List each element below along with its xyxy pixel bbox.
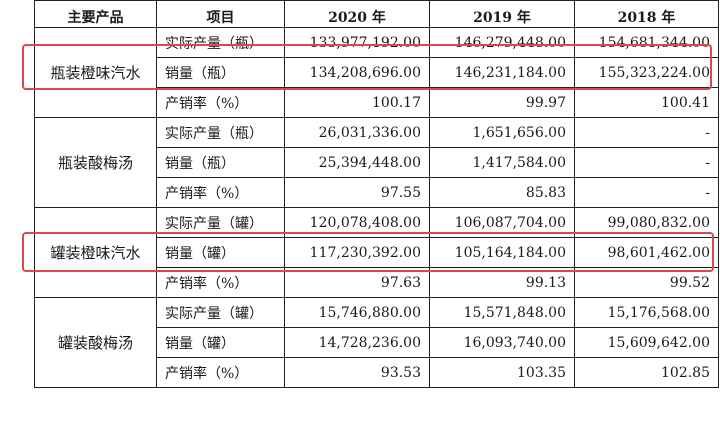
value-2018: 15,176,568.00 xyxy=(574,297,719,328)
item-cell: 销量（罐） xyxy=(156,327,285,358)
value-2020: 26,031,336.00 xyxy=(284,117,430,148)
value-2018: 99.52 xyxy=(574,267,719,298)
item-cell: 产销率（%） xyxy=(156,357,285,388)
value-2019: 1,651,656.00 xyxy=(429,117,575,148)
table-row: 罐装酸梅汤 实际产量（罐） 15,746,880.00 15,571,848.0… xyxy=(34,297,719,388)
table-row: 产销率（%） 100.17 99.97 100.41 xyxy=(35,87,719,118)
value-2020: 117,230,392.00 xyxy=(284,237,430,268)
item-cell: 销量（瓶） xyxy=(156,57,285,88)
table-row: 瓶装橙味汽水 实际产量（瓶） 133,977,192.00 146,279,44… xyxy=(34,27,719,118)
table-row: 罐装橙味汽水 实际产量（罐） 120,078,408.00 106,087,70… xyxy=(34,207,719,298)
item-cell: 产销率（%） xyxy=(156,87,285,118)
header-item: 项目 xyxy=(156,0,285,28)
table-row: 销量（罐） 117,230,392.00 105,164,184.00 98,6… xyxy=(35,237,719,268)
value-2020: 100.17 xyxy=(284,87,430,118)
value-2018: - xyxy=(574,147,719,178)
value-2019: 1,417,584.00 xyxy=(429,147,575,178)
value-2019: 99.13 xyxy=(429,267,575,298)
header-row: 主要产品 项目 2020 年 2019 年 2018 年 xyxy=(34,0,719,28)
value-2020: 25,394,448.00 xyxy=(284,147,430,178)
item-cell: 销量（瓶） xyxy=(156,147,285,178)
item-cell: 销量（罐） xyxy=(156,237,285,268)
value-2019: 16,093,740.00 xyxy=(429,327,575,358)
header-2019: 2019 年 xyxy=(429,0,575,28)
item-cell: 产销率（%） xyxy=(156,267,285,298)
value-2018: 99,080,832.00 xyxy=(574,207,719,238)
value-2019: 146,279,448.00 xyxy=(429,27,575,58)
value-2020: 134,208,696.00 xyxy=(284,57,430,88)
item-cell: 产销率（%） xyxy=(156,177,285,208)
table-row: 瓶装酸梅汤 实际产量（瓶） 26,031,336.00 1,651,656.00… xyxy=(34,117,719,208)
header-2018: 2018 年 xyxy=(574,0,719,28)
item-cell: 实际产量（瓶） xyxy=(156,27,285,58)
table-row: 销量（瓶） 134,208,696.00 146,231,184.00 155,… xyxy=(35,57,719,88)
header-product: 主要产品 xyxy=(34,0,157,28)
item-cell: 实际产量（瓶） xyxy=(156,117,285,148)
value-2019: 106,087,704.00 xyxy=(429,207,575,238)
value-2019: 99.97 xyxy=(429,87,575,118)
value-2018: 15,609,642.00 xyxy=(574,327,719,358)
value-2020: 133,977,192.00 xyxy=(284,27,430,58)
value-2020: 97.63 xyxy=(284,267,430,298)
table-row: 销量（瓶） 25,394,448.00 1,417,584.00 - xyxy=(35,147,719,178)
value-2018: - xyxy=(574,117,719,148)
value-2020: 15,746,880.00 xyxy=(284,297,430,328)
item-cell: 实际产量（罐） xyxy=(156,297,285,328)
value-2020: 14,728,236.00 xyxy=(284,327,430,358)
product-cell: 罐装橙味汽水 xyxy=(34,207,157,298)
value-2018: 102.85 xyxy=(574,357,719,388)
header-2020: 2020 年 xyxy=(284,0,430,28)
value-2018: 98,601,462.00 xyxy=(574,237,719,268)
value-2018: - xyxy=(574,177,719,208)
value-2018: 154,681,344.00 xyxy=(574,27,719,58)
item-cell: 实际产量（罐） xyxy=(156,207,285,238)
product-cell: 瓶装橙味汽水 xyxy=(34,27,157,118)
value-2020: 93.53 xyxy=(284,357,430,388)
product-cell: 罐装酸梅汤 xyxy=(34,297,157,388)
value-2019: 105,164,184.00 xyxy=(429,237,575,268)
product-cell: 瓶装酸梅汤 xyxy=(34,117,157,208)
production-sales-table: 主要产品 项目 2020 年 2019 年 2018 年 瓶装橙味汽水 实际产量… xyxy=(34,0,719,388)
table-row: 产销率（%） 97.63 99.13 99.52 xyxy=(35,267,719,298)
value-2019: 15,571,848.00 xyxy=(429,297,575,328)
value-2019: 85.83 xyxy=(429,177,575,208)
value-2020: 97.55 xyxy=(284,177,430,208)
value-2019: 146,231,184.00 xyxy=(429,57,575,88)
value-2020: 120,078,408.00 xyxy=(284,207,430,238)
table-row: 产销率（%） 93.53 103.35 102.85 xyxy=(35,357,719,388)
value-2018: 155,323,224.00 xyxy=(574,57,719,88)
value-2018: 100.41 xyxy=(574,87,719,118)
value-2019: 103.35 xyxy=(429,357,575,388)
